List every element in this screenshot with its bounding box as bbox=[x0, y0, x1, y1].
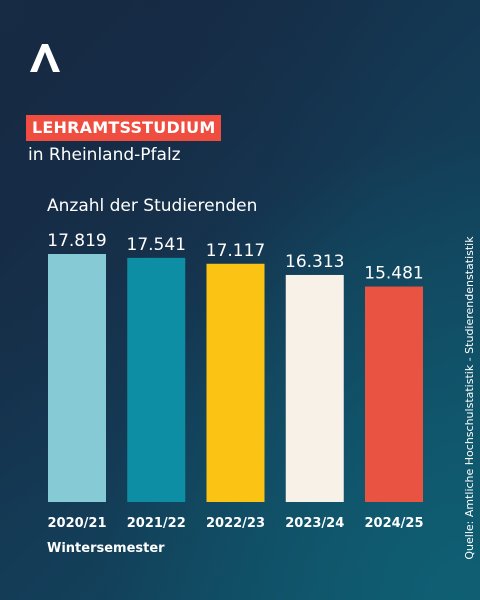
x-tick-label: 2023/24 bbox=[285, 516, 344, 531]
logo-icon bbox=[30, 44, 60, 72]
bar-2021/22 bbox=[127, 257, 186, 502]
bar-value-label: 16.313 bbox=[285, 252, 344, 272]
bar-value-label: 17.819 bbox=[47, 231, 106, 251]
bar-value-label: 15.481 bbox=[364, 264, 423, 284]
x-tick-label: 2020/21 bbox=[47, 516, 106, 531]
bar-2022/23 bbox=[206, 263, 265, 502]
bar-2020/21 bbox=[48, 254, 106, 502]
bar-value-label: 17.541 bbox=[127, 235, 186, 255]
source-note: Quelle: Amtliche Hochschulstatistik - St… bbox=[463, 236, 476, 560]
x-tick-label: 2022/23 bbox=[206, 516, 265, 531]
subtitle: in Rheinland-Pfalz bbox=[28, 145, 181, 165]
x-axis-title: Wintersemester bbox=[47, 541, 165, 556]
bar-value-label: 17.117 bbox=[206, 241, 265, 261]
bar-2023/24 bbox=[285, 274, 344, 502]
chart-title: Anzahl der Studierenden bbox=[47, 196, 258, 216]
x-tick-label: 2024/25 bbox=[364, 516, 423, 531]
bar-2024/25 bbox=[365, 286, 423, 502]
x-tick-label: 2021/22 bbox=[127, 516, 186, 531]
topic-label: LEHRAMTSSTUDIUM bbox=[26, 115, 222, 141]
